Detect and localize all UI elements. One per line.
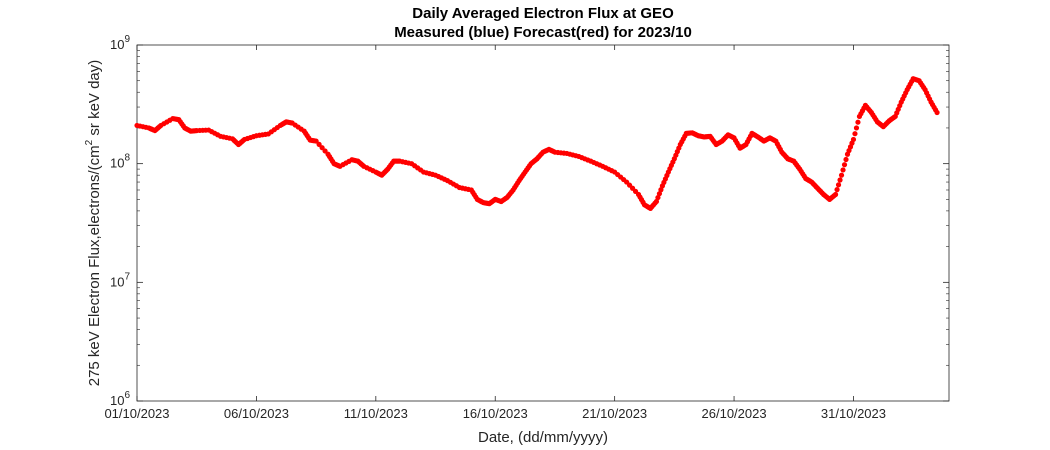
y-tick-exponent: 8 (124, 153, 130, 164)
x-tick-label: 11/10/2023 (344, 406, 408, 421)
data-point (850, 136, 857, 143)
data-point (834, 187, 840, 193)
y-axis-label-exponent: 2 (84, 139, 95, 145)
data-point (658, 187, 664, 193)
x-tick-label: 06/10/2023 (224, 406, 289, 421)
x-tick-label: 16/10/2023 (463, 406, 528, 421)
y-tick-label: 109 (110, 34, 130, 52)
y-tick-exponent: 6 (124, 390, 130, 401)
y-axis-label-main: 275 keV Electron Flux,electrons/(cm (86, 145, 103, 386)
data-point (655, 194, 661, 201)
data-point (322, 148, 328, 154)
y-tick-base: 10 (110, 393, 124, 408)
y-tick-base: 10 (110, 274, 124, 289)
x-axis-ticks: 01/10/2023 06/10/2023 11/10/2023 16/10/2023… (104, 45, 886, 421)
data-point (840, 167, 846, 173)
data-point (319, 145, 325, 151)
y-tick-base: 10 (110, 156, 124, 171)
data-point (853, 125, 860, 131)
data-point (855, 119, 861, 125)
data-point (313, 138, 319, 144)
y-tick-label: 108 (110, 153, 130, 171)
data-point (838, 172, 845, 178)
data-point (316, 141, 322, 147)
x-tick-label: 26/10/2023 (702, 406, 767, 421)
y-axis-label: 275 keV Electron Flux,electrons/(cm2 sr … (84, 60, 103, 387)
data-point (835, 182, 842, 188)
data-point (837, 177, 843, 183)
data-point (934, 109, 940, 116)
x-axis-label: Date, (dd/mm/yyyy) (478, 429, 608, 446)
y-axis-label-unit: sr keV day) (86, 60, 103, 140)
data-point (841, 162, 848, 168)
data-point (656, 191, 663, 197)
chart-subtitle: Measured (blue) Forecast(red) for 2023/1… (394, 24, 692, 41)
y-tick-exponent: 9 (124, 34, 130, 45)
y-tick-label: 107 (110, 271, 130, 289)
data-point (852, 131, 858, 137)
forecast-series (134, 76, 940, 211)
x-tick-label: 31/10/2023 (821, 406, 886, 421)
y-tick-base: 10 (110, 37, 124, 52)
data-point (653, 198, 660, 205)
x-tick-label: 01/10/2023 (104, 406, 169, 421)
plot-frame (136, 44, 950, 402)
y-tick-exponent: 7 (124, 271, 130, 282)
y-tick-label: 106 (110, 390, 130, 408)
chart-title: Daily Averaged Electron Flux at GEO (412, 5, 674, 22)
data-point (843, 156, 849, 163)
x-tick-label: 21/10/2023 (582, 406, 647, 421)
data-point (832, 191, 839, 198)
